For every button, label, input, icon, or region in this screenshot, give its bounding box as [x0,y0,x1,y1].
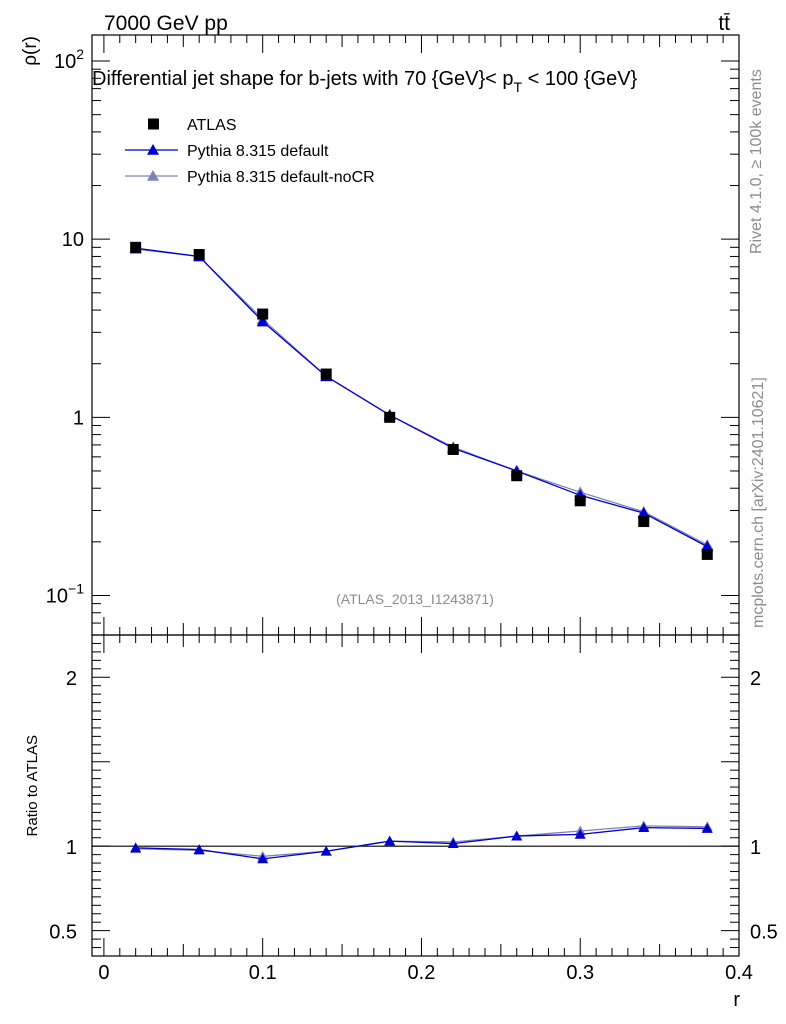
point-atlas [638,516,650,528]
point-atlas [574,495,586,507]
series-layer [129,241,714,560]
ratio-series-layer [130,820,713,864]
point-atlas [447,443,459,455]
ratio-point-pythia-default [193,844,205,854]
legend-marker-pythia-default [147,144,159,155]
legend-item-pythia-default: Pythia 8.315 default [125,143,329,160]
legend-marker-pythia-nocr [147,170,159,181]
ratio-line-pythia-default [135,826,708,860]
x-axis-label: r [733,989,740,1011]
point-atlas [701,548,713,560]
chart-title-main: Differential jet shape for b-jets with 7… [92,68,514,90]
point-pythia-default [637,507,650,518]
y-tick-label-mantissa: 10 [46,585,68,607]
y-axis-label: ρ(r) [20,36,41,66]
point-pythia-default [701,540,714,552]
y-tick-label-mantissa: 10 [62,229,84,251]
ratio-point-pythia-default [574,828,586,839]
rivet-version-label: Rivet 4.1.0, ≥ 100k events [748,69,765,254]
y-tick-label: 1 [73,407,84,429]
y-tick-label-mantissa: 1 [73,407,84,429]
y-tick-label-mantissa: 10 [54,51,76,73]
ratio-plot-frame [91,634,740,957]
series-line-pythia-nocr [135,248,708,546]
energy-label: 7000 GeV pp [104,12,228,35]
point-atlas [130,241,142,253]
ratio-axis-ticks: 2 2 1 1 0.5 0.5 [49,634,778,949]
ratio-y-tick-label-left: 1 [66,837,77,859]
y-tick-label: 10 [62,229,84,251]
ratio-y-tick-label-right: 2 [750,668,761,690]
ratio-point-pythia-default [257,853,269,864]
ratio-line-pythia-nocr [135,825,708,857]
point-atlas [193,249,205,261]
point-atlas [384,411,396,423]
x-tick-label: 0.4 [725,962,753,984]
ratio-y-tick-label-left: 0.5 [49,922,77,944]
analysis-id-label: (ATLAS_2013_I1243871) [336,591,494,607]
legend-label-atlas: ATLAS [187,117,237,134]
ratio-point-pythia-default [701,822,713,833]
ratio-y-tick-label-right: 0.5 [750,922,778,944]
y-tick-label: 10−1 [46,580,84,607]
chart-title-subscript: T [514,79,523,95]
point-atlas [320,368,332,380]
process-label: tt̄ [718,12,730,35]
legend-label-pythia-nocr: Pythia 8.315 default-noCR [187,169,375,186]
point-atlas [511,470,523,482]
chart-title: Differential jet shape for b-jets with 7… [92,68,638,95]
x-tick-label: 0.2 [408,962,436,984]
ratio-point-pythia-default [130,842,142,853]
mcplots-label: mcplots.cern.ch [arXiv:2401.10621] [750,377,767,628]
y-tick-label: 102 [54,46,84,73]
chart-title-tail: < 100 {GeV} [522,68,637,90]
x-axis-ticks: 0 0.1 0.2 0.3 0.4 [98,35,753,984]
point-pythia-default [256,315,269,327]
ratio-point-pythia-default [447,838,459,849]
ratio-point-pythia-default [511,830,523,841]
x-tick-label: 0.1 [249,962,277,984]
ratio-point-pythia-default [384,835,396,846]
y-tick-label-exponent: −1 [68,580,84,596]
legend-marker-atlas [148,118,159,130]
point-atlas [257,308,269,320]
x-tick-label: 0.3 [566,962,594,984]
legend-label-pythia-default: Pythia 8.315 default [187,143,329,160]
legend: ATLAS Pythia 8.315 default Pythia 8.315 … [125,117,375,186]
legend-item-atlas: ATLAS [148,117,237,134]
ratio-point-pythia-default [320,845,332,856]
ratio-y-tick-label-left: 2 [66,668,77,690]
ratio-point-pythia-default [638,822,650,832]
ratio-y-tick-label-right: 1 [750,837,761,859]
y-tick-label-exponent: 2 [76,46,84,62]
series-line-pythia-default [135,247,708,548]
legend-item-pythia-nocr: Pythia 8.315 default-noCR [125,169,375,186]
ratio-y-axis-label: Ratio to ATLAS [24,735,41,836]
x-tick-label: 0 [98,962,109,984]
